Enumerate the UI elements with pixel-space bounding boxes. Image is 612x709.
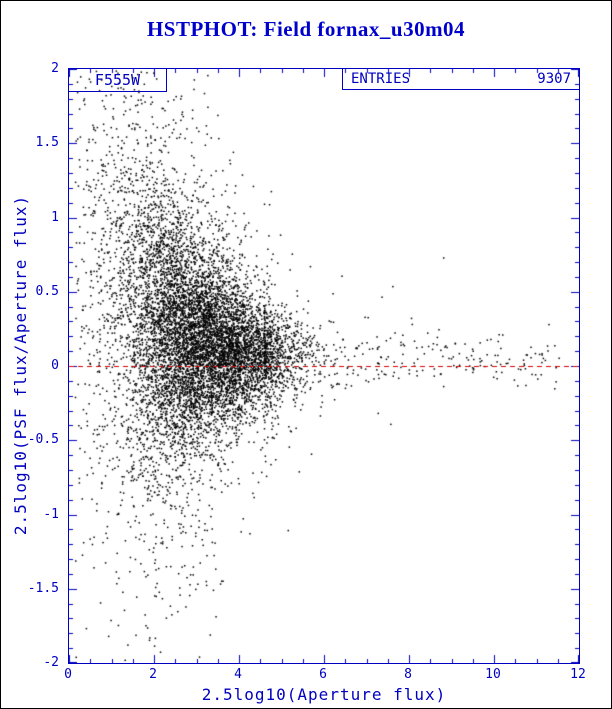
scatter-canvas — [69, 69, 579, 663]
x-tick-label: 2 — [149, 667, 157, 682]
y-axis-tick-labels: -2 -1.5 -1 -0.5 0 0.5 1 1.5 2 — [1, 61, 63, 670]
y-tick-label: 1.5 — [35, 135, 59, 151]
x-tick-label: 4 — [234, 667, 242, 682]
x-tick-label: 6 — [319, 667, 327, 682]
y-tick-label: -0.5 — [27, 432, 59, 448]
stats-box: ENTRIES 9307 — [342, 69, 579, 90]
y-tick-label: 0.5 — [35, 283, 59, 299]
filter-label-box: F555W — [69, 69, 167, 92]
y-tick-label: -1.5 — [27, 580, 59, 596]
x-tick-label: 12 — [570, 667, 586, 682]
chart-title: HSTPHOT: Field fornax_u30m04 — [146, 17, 466, 41]
y-tick-label: -1 — [43, 506, 59, 522]
y-axis-label: 2.5log10(PSF flux/Aperture flux) — [11, 194, 30, 536]
x-tick-label: 8 — [404, 667, 412, 682]
y-tick-label: 1 — [51, 209, 59, 225]
y-tick-label: -2 — [43, 655, 59, 670]
stats-label: ENTRIES — [351, 71, 411, 87]
x-tick-label: 0 — [64, 667, 72, 682]
y-tick-label: 0 — [51, 358, 59, 373]
stats-value: 9307 — [537, 71, 571, 87]
x-tick-label: 10 — [485, 667, 501, 682]
y-tick-label: 2 — [51, 61, 59, 76]
x-axis-tick-labels: 0 2 4 6 8 10 12 — [64, 667, 586, 683]
x-axis-label: 2.5log10(Aperture flux) — [201, 685, 447, 704]
plot-area: F555W ENTRIES 9307 — [68, 68, 580, 664]
filter-label: F555W — [94, 71, 141, 89]
